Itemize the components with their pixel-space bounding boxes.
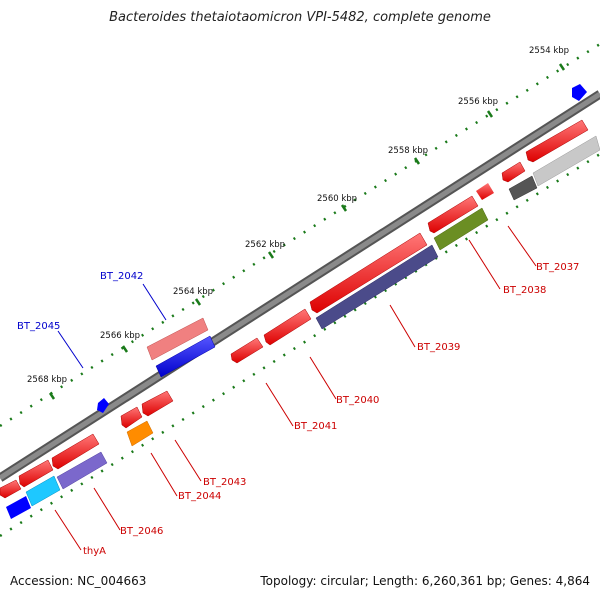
gene-bt2038-upper[interactable]	[501, 161, 526, 183]
gene-label-bt2043[interactable]: BT_2043	[203, 477, 246, 488]
kbp-label: 2568 kbp	[27, 375, 67, 385]
gene-label-bt2045[interactable]: BT_2045	[17, 321, 60, 332]
gene-bt2045-marker[interactable]	[97, 398, 109, 413]
gene-bt2039-upper[interactable]	[427, 195, 479, 234]
gene-bt2044[interactable]	[126, 420, 154, 447]
gene-label-bt2040[interactable]: BT_2040	[336, 395, 379, 406]
leader-bt2041	[265, 382, 294, 427]
leader-bt2038	[468, 239, 501, 290]
feature-gray-light[interactable]	[532, 135, 600, 187]
gene-bt2038[interactable]	[433, 207, 489, 251]
gene-bt2040[interactable]	[263, 308, 312, 346]
kbp-label: 2558 kbp	[388, 146, 428, 156]
gene-thyA-upper[interactable]	[18, 459, 54, 488]
gene-bt2046-lower[interactable]	[56, 451, 108, 490]
gene-bt2041[interactable]	[230, 337, 264, 364]
topology-label: Topology: circular; Length: 6,260,361 bp…	[260, 574, 590, 588]
scale-major-ticks	[48, 63, 566, 400]
gene-label-bt2038[interactable]: BT_2038	[503, 285, 546, 296]
genome-title: Bacteroides thetaiotaomicron VPI-5482, c…	[109, 10, 491, 25]
gene-bt2038-small[interactable]	[476, 183, 494, 200]
kbp-label: 2556 kbp	[458, 97, 498, 107]
gene-label-bt2041[interactable]: BT_2041	[294, 421, 337, 432]
leader-bt2039	[389, 304, 416, 348]
leader-bt2040	[309, 356, 337, 400]
gene-label-thyA[interactable]: thyA	[83, 546, 106, 557]
gene-left-edge-blue[interactable]	[6, 496, 31, 519]
gene-label-bt2042[interactable]: BT_2042	[100, 271, 143, 282]
gene-label-bt2039[interactable]: BT_2039	[417, 342, 460, 353]
gene-track-upper	[0, 84, 589, 499]
leader-bt2042	[142, 283, 167, 321]
leader-bt2043	[174, 439, 202, 482]
gene-label-bt2046[interactable]: BT_2046	[120, 526, 163, 537]
leader-bt2046	[93, 487, 121, 531]
accession-label: Accession: NC_004663	[10, 574, 147, 588]
gene-label-bt2044[interactable]: BT_2044	[178, 491, 221, 502]
kbp-label: 2566 kbp	[100, 331, 140, 341]
gene-thyA[interactable]	[25, 475, 61, 507]
gene-track-lower	[6, 135, 600, 519]
gene-bt2042[interactable]	[146, 317, 209, 361]
gene-right-marker[interactable]	[572, 84, 587, 101]
scale-dotted-line-top	[0, 42, 600, 428]
gene-bt2039-lower[interactable]	[315, 244, 439, 330]
leader-bt2044	[150, 452, 178, 497]
kbp-label: 2554 kbp	[529, 46, 569, 56]
gene-left-edge[interactable]	[0, 479, 22, 499]
gene-bt2043[interactable]	[141, 390, 174, 417]
gene-label-bt2037[interactable]: BT_2037	[536, 262, 579, 273]
gene-bt2042-forward[interactable]	[155, 335, 216, 378]
kbp-label: 2560 kbp	[317, 194, 357, 204]
scale-dotted-line-bottom	[0, 152, 600, 538]
feature-gray-dark[interactable]	[508, 175, 538, 201]
gene-bt2039[interactable]	[309, 232, 428, 314]
gene-bt2037[interactable]	[525, 119, 589, 163]
leader-bt2045	[57, 330, 84, 369]
gene-bt2046[interactable]	[51, 433, 100, 470]
genome-backbone	[0, 91, 600, 481]
leader-thyA	[54, 509, 82, 551]
kbp-label: 2562 kbp	[245, 240, 285, 250]
leader-bt2037	[507, 225, 537, 267]
gene-bt2044-upper[interactable]	[120, 406, 143, 429]
kbp-label: 2564 kbp	[173, 287, 213, 297]
